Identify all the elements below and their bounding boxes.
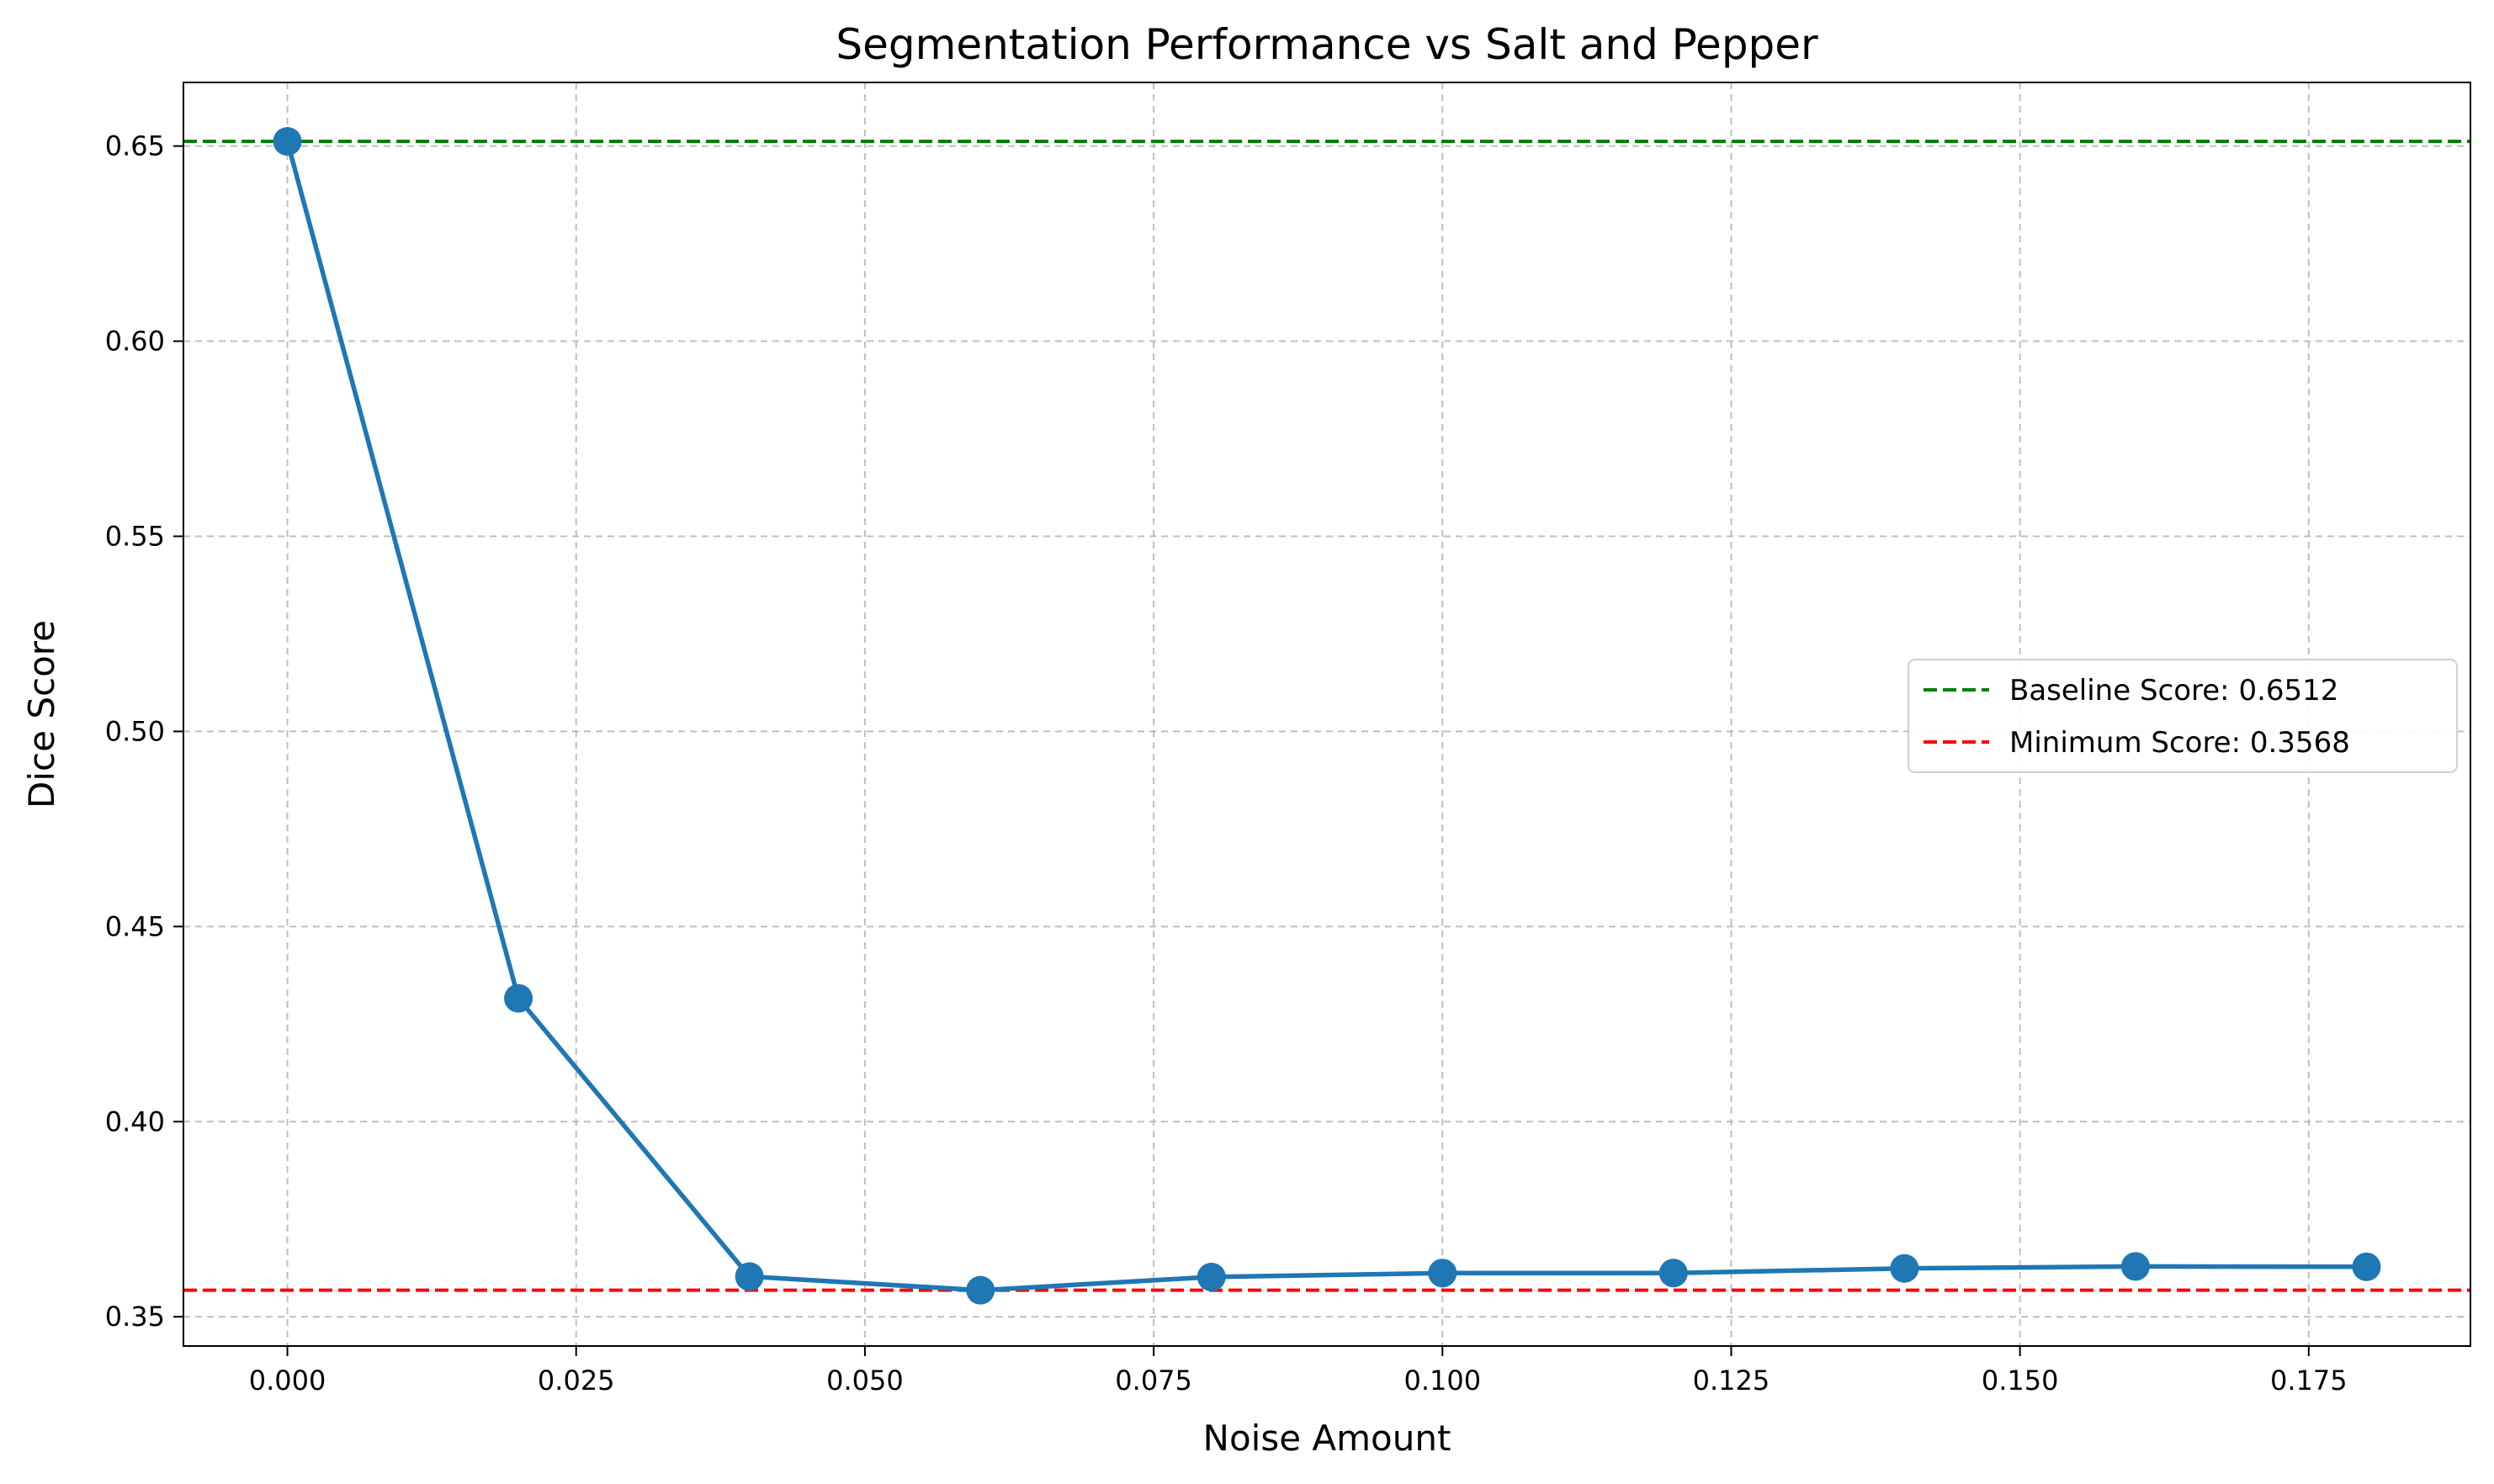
data-point <box>735 1262 764 1291</box>
y-tick-label: 0.55 <box>105 520 165 552</box>
series-line <box>284 140 2367 1293</box>
data-series <box>273 127 2381 1305</box>
data-point <box>966 1275 995 1305</box>
data-point <box>1658 1259 1688 1288</box>
grid-lines <box>183 82 2470 1346</box>
y-tick-label: 0.60 <box>105 326 165 358</box>
x-tick-label: 0.125 <box>1693 1365 1770 1397</box>
data-point <box>2352 1252 2381 1281</box>
y-axis-label: Dice Score <box>21 620 62 808</box>
data-point <box>504 983 533 1013</box>
x-tick-label: 0.100 <box>1404 1365 1481 1397</box>
x-tick-label: 0.150 <box>1982 1365 2059 1397</box>
data-point <box>2120 1252 2150 1281</box>
y-tick-label: 0.40 <box>105 1105 165 1137</box>
legend-label: Minimum Score: 0.3568 <box>2009 726 2350 760</box>
legend-label: Baseline Score: 0.6512 <box>2009 674 2338 708</box>
y-tick-label: 0.65 <box>105 130 165 162</box>
y-tick-label: 0.35 <box>105 1301 165 1333</box>
data-point <box>1197 1262 1226 1291</box>
x-tick-label: 0.050 <box>826 1365 904 1397</box>
data-point <box>273 127 302 156</box>
legend-box <box>1908 659 2458 773</box>
x-tick-label: 0.000 <box>249 1365 326 1397</box>
data-point <box>1428 1259 1457 1288</box>
legend: Baseline Score: 0.6512 Minimum Score: 0.3… <box>1908 659 2458 773</box>
plot-frame <box>183 82 2471 1347</box>
reference-lines <box>183 140 2470 1292</box>
axis-ticks: 0.000 0.025 0.050 0.075 0.100 0.125 0.150 0.175… <box>105 130 2348 1397</box>
x-axis-label: Noise Amount <box>1203 1418 1451 1459</box>
y-tick-label: 0.50 <box>105 715 165 747</box>
x-tick-label: 0.025 <box>538 1365 615 1397</box>
data-point <box>1890 1253 1919 1283</box>
chart-title: Segmentation Performance vs Salt and Pep… <box>836 20 1818 69</box>
x-tick-label: 0.075 <box>1115 1365 1192 1397</box>
x-tick-label: 0.175 <box>2270 1365 2348 1397</box>
y-tick-label: 0.45 <box>105 910 165 942</box>
